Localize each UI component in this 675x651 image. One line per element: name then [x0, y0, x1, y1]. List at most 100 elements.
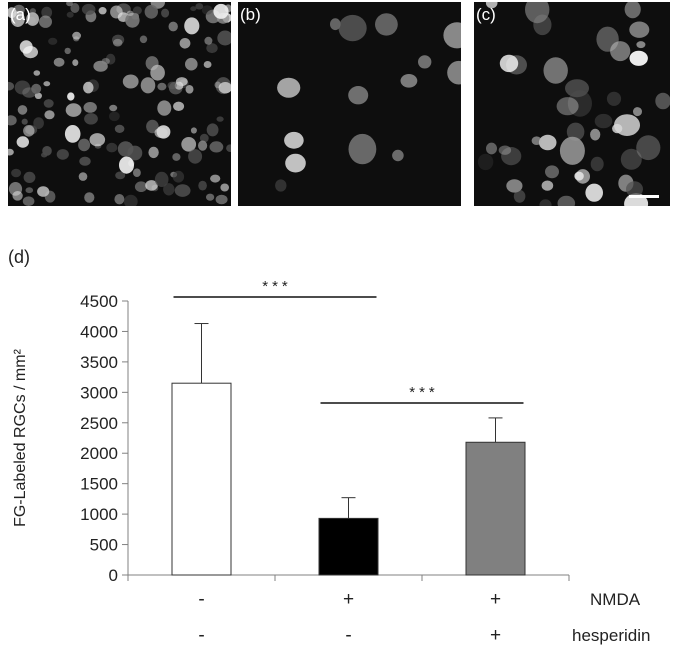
y-tick-label: 500 [90, 536, 118, 555]
cell [8, 115, 17, 126]
cell [184, 17, 200, 35]
cell [8, 182, 23, 196]
cell [126, 10, 134, 16]
cell [181, 137, 197, 152]
cell [513, 189, 526, 203]
cell [98, 7, 107, 15]
cell [21, 118, 28, 125]
cell [188, 149, 203, 164]
cell [392, 149, 404, 162]
cell [541, 180, 554, 191]
cell [545, 165, 559, 179]
cell [594, 113, 613, 129]
cell [206, 193, 215, 201]
treatment-mark: - [345, 625, 351, 646]
cell [41, 152, 48, 158]
cell [79, 156, 91, 166]
y-tick-label: 4500 [80, 292, 118, 311]
y-tick-label: 2000 [80, 444, 118, 463]
cell [199, 133, 209, 143]
cell [418, 55, 432, 69]
treatment-mark: - [198, 625, 204, 646]
cell [198, 180, 207, 191]
cell [606, 91, 622, 106]
cells-c [477, 2, 670, 206]
treatment-row-label: NMDA [590, 590, 641, 609]
cell [25, 187, 34, 194]
panel-label-d: (d) [8, 247, 30, 267]
cell [443, 22, 461, 49]
cell [8, 81, 15, 91]
cell [93, 60, 108, 72]
y-axis-title: FG-Labeled RGCs / mm² [12, 348, 29, 526]
cell [119, 156, 134, 174]
cell [114, 124, 125, 133]
cell [525, 2, 550, 24]
cell [531, 136, 542, 145]
cell [43, 99, 54, 108]
cell [633, 107, 642, 117]
cell [22, 196, 35, 206]
cell [122, 74, 139, 89]
cell [150, 64, 165, 81]
cell [629, 21, 650, 38]
significance-label: *** [262, 280, 292, 295]
cell [23, 125, 35, 137]
cell [284, 131, 304, 149]
cell [172, 170, 185, 183]
cell [498, 145, 512, 155]
cell [557, 195, 576, 206]
cell [37, 186, 50, 197]
cell [275, 179, 287, 192]
cell [133, 168, 141, 177]
cell [72, 31, 81, 40]
cell [84, 192, 95, 203]
cell [213, 3, 229, 19]
cell [217, 30, 231, 46]
cell [123, 194, 138, 206]
y-tick-label: 3000 [80, 383, 118, 402]
cells-a [8, 2, 231, 206]
cell [44, 110, 55, 120]
cell [596, 26, 619, 52]
cell [109, 111, 120, 122]
cell [112, 38, 123, 47]
cell [206, 43, 218, 54]
cell [174, 81, 184, 90]
cell [190, 6, 197, 12]
cell [56, 149, 69, 160]
cell [66, 11, 74, 18]
cell [172, 153, 181, 161]
cell [65, 103, 82, 117]
cell [447, 60, 461, 85]
cell [115, 171, 126, 180]
bar [318, 517, 379, 576]
cell [209, 141, 224, 153]
cell [34, 92, 42, 100]
cell [629, 50, 648, 66]
panel-label-b: (b) [240, 5, 261, 24]
cell [590, 128, 601, 141]
cell [41, 6, 53, 19]
cell [11, 168, 22, 178]
cell [174, 184, 191, 197]
cell [215, 194, 228, 205]
cell [14, 80, 31, 95]
cell [216, 116, 224, 122]
cell [585, 183, 603, 202]
bar [171, 382, 232, 576]
cell [636, 41, 646, 49]
cell [277, 77, 301, 98]
cell [348, 86, 369, 105]
micrograph-b: (b) [238, 2, 461, 206]
cell [53, 57, 65, 67]
cell [543, 57, 568, 84]
treatment-row-label: hesperidin [572, 626, 650, 645]
cell [179, 38, 191, 49]
cell [33, 117, 44, 129]
cell [148, 146, 159, 159]
significance-label: *** [409, 384, 439, 401]
cell [17, 105, 28, 115]
bar-chart: 0 500 1000 1500 2000 2500 3000 3500 4000 4500 FG-L… [12, 280, 650, 646]
cell [477, 153, 494, 171]
